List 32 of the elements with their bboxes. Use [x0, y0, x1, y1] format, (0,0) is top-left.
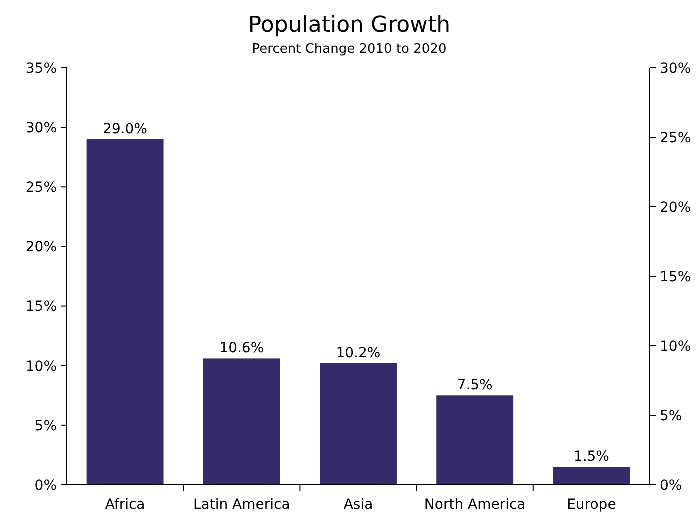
- y-tick-label: 10%: [26, 358, 57, 375]
- chart-subtitle: Percent Change 2010 to 2020: [252, 42, 447, 57]
- y-tick-label: 5%: [34, 418, 57, 434]
- bar: [203, 358, 280, 485]
- y2-tick-label: 10%: [660, 338, 692, 355]
- data-label: 29.0%: [103, 121, 148, 138]
- x-tick-label: Africa: [105, 497, 146, 513]
- y-tick-label: 0%: [34, 478, 57, 494]
- y2-tick-label: 25%: [660, 130, 692, 146]
- data-label: 7.5%: [457, 378, 493, 394]
- y2-tick-label: 20%: [660, 200, 692, 216]
- y2-tick-label: 15%: [660, 269, 692, 286]
- data-label: 1.5%: [574, 449, 610, 466]
- data-label: 10.2%: [336, 345, 381, 362]
- x-tick-label: Asia: [344, 497, 374, 513]
- bar: [320, 363, 397, 485]
- y-tick-label: 35%: [26, 60, 57, 77]
- y-tick-label: 30%: [26, 120, 57, 136]
- chart-title: Population Growth: [248, 13, 451, 38]
- y2-tick-label: 5%: [660, 408, 682, 424]
- x-tick-label: Latin America: [193, 497, 290, 513]
- y-tick-label: 20%: [26, 240, 57, 256]
- bar: [436, 396, 514, 485]
- bar: [86, 139, 164, 485]
- y2-tick-label: 30%: [660, 60, 692, 77]
- y-tick-label: 25%: [26, 180, 57, 196]
- y-tick-label: 15%: [26, 299, 57, 316]
- data-label: 10.6%: [220, 340, 264, 357]
- bar: [553, 467, 630, 485]
- y2-tick-label: 0%: [660, 478, 682, 494]
- x-tick-label: North America: [424, 497, 526, 513]
- x-tick-label: Europe: [567, 497, 616, 513]
